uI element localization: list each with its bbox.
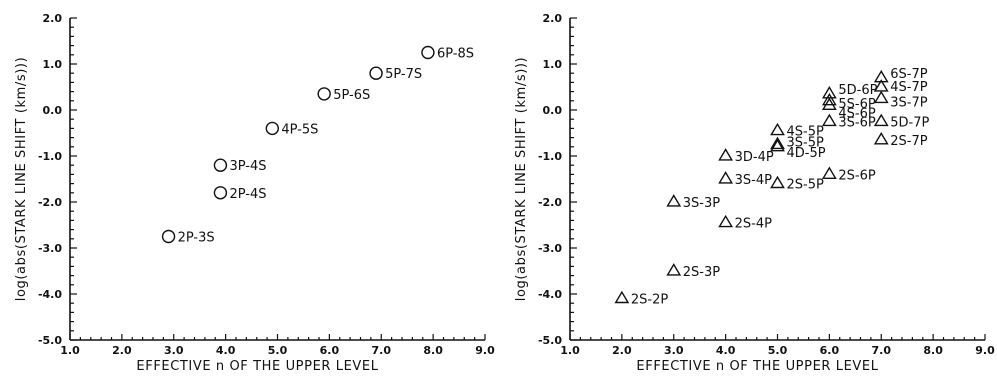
y-axis-title: log(abs(STARK LINE SHIFT (km/s))) xyxy=(14,57,29,301)
point-label: 5P-6S xyxy=(333,88,370,103)
data-point-triangle xyxy=(614,290,630,304)
point-label: 6S-7P xyxy=(890,67,927,82)
x-tick-label: 8.0 xyxy=(923,344,943,357)
x-tick-label: 6.0 xyxy=(320,344,340,357)
data-point-circle xyxy=(265,121,280,136)
point-label: 5P-7S xyxy=(385,67,422,82)
y-tick-label: -4.0 xyxy=(538,288,562,301)
x-axis-title: EFFECTIVE n OF THE UPPER LEVEL xyxy=(136,359,378,374)
y-tick-label: -2.0 xyxy=(38,196,62,209)
data-point-triangle xyxy=(821,86,837,99)
data-point-circle xyxy=(213,186,228,200)
y-tick-label: -5.0 xyxy=(38,334,62,347)
x-tick-label: 1.0 xyxy=(60,344,80,357)
y-tick-label: -2.0 xyxy=(538,196,562,209)
x-tick-label: 8.0 xyxy=(423,344,443,357)
point-label: 2S-2P xyxy=(631,293,668,308)
data-point-triangle xyxy=(666,263,682,276)
point-label: 2S-6P xyxy=(838,168,875,183)
y-tick-label: 0.0 xyxy=(543,104,563,117)
point-label: 6P-8S xyxy=(437,47,474,62)
point-label: 4S-6P xyxy=(838,106,875,121)
data-point-triangle xyxy=(821,92,837,106)
y-tick-label: -3.0 xyxy=(538,242,562,255)
point-label: 4P-5S xyxy=(281,122,318,137)
point-label: 2S-5P xyxy=(787,178,824,193)
data-point-triangle xyxy=(718,214,734,228)
point-label: 4S-7P xyxy=(890,80,927,95)
point-label: 3P-4S xyxy=(229,159,266,174)
y-tick-label: 2.0 xyxy=(543,12,563,25)
point-label: 2P-3S xyxy=(178,231,215,246)
point-label: 3S-3P xyxy=(683,196,720,211)
x-tick-label: 2.0 xyxy=(112,344,132,357)
data-point-triangle xyxy=(821,97,837,111)
y-tick-label: 0.0 xyxy=(43,104,63,117)
point-label: 2S-3P xyxy=(683,265,720,280)
point-label: 2S-7P xyxy=(890,134,927,149)
x-tick-label: 7.0 xyxy=(372,344,392,357)
chart-panel-1: 1.0 2.0 3.0 4.0 5.0 6.0 7.0 8.0 9.0 -5.0 -4.0 -3.0 -… xyxy=(14,12,495,374)
x-tick-label: 5.0 xyxy=(768,344,788,357)
data-point-circle xyxy=(161,229,176,244)
data-point-circle xyxy=(317,87,331,101)
data-point-triangle xyxy=(770,136,785,150)
point-label: 3S-6P xyxy=(838,116,875,131)
x-tick-label: 4.0 xyxy=(216,344,236,357)
data-point-triangle xyxy=(873,90,889,104)
x-tick-label: 9.0 xyxy=(975,344,995,357)
x-tick-label: 3.0 xyxy=(164,344,184,357)
y-tick-label: -1.0 xyxy=(38,150,62,163)
x-axis-title: EFFECTIVE n OF THE UPPER LEVEL xyxy=(636,359,878,374)
point-label: 4D-5P xyxy=(787,146,826,161)
point-label: 5D-6P xyxy=(838,83,877,98)
data-point-triangle xyxy=(873,69,889,83)
x-tick-label: 1.0 xyxy=(560,344,580,357)
point-label: 3S-4P xyxy=(735,173,772,188)
x-tick-label: 2.0 xyxy=(612,344,632,357)
x-tick-label: 4.0 xyxy=(716,344,736,357)
y-tick-label: 1.0 xyxy=(43,58,63,71)
data-point-triangle xyxy=(873,79,889,92)
x-tick-label: 5.0 xyxy=(268,344,288,357)
data-point-triangle xyxy=(821,166,837,180)
point-label: 2S-4P xyxy=(735,217,772,232)
x-tick-label: 7.0 xyxy=(872,344,892,357)
point-label: 4S-5P xyxy=(787,125,824,140)
data-point-triangle xyxy=(666,194,682,207)
x-tick-label: 3.0 xyxy=(664,344,684,357)
point-label: 2P-4S xyxy=(229,187,266,202)
y-axis-title: log(abs(STARK LINE SHIFT (km/s))) xyxy=(514,57,529,301)
data-point-triangle xyxy=(718,171,734,184)
y-tick-label: 2.0 xyxy=(43,12,63,25)
data-point-circle xyxy=(421,45,435,60)
point-label: 3S-7P xyxy=(890,96,927,111)
data-point-triangle xyxy=(718,148,734,161)
data-point-triangle xyxy=(821,113,837,127)
y-tick-label: -5.0 xyxy=(538,334,562,347)
data-point-triangle xyxy=(873,113,889,127)
data-point-triangle xyxy=(873,132,889,145)
data-point-triangle xyxy=(770,122,785,136)
y-tick-label: -3.0 xyxy=(38,242,62,255)
chart-panel-2: 1.0 2.0 3.0 4.0 5.0 6.0 7.0 8.0 9.0 -5.0 -4.0 -3.0 -… xyxy=(514,12,995,374)
data-point-triangle xyxy=(770,138,785,152)
y-tick-label: 1.0 xyxy=(543,58,563,71)
point-label: 3D-4P xyxy=(735,150,774,165)
data-point-circle xyxy=(369,66,383,80)
point-label: 5S-6P xyxy=(838,97,875,112)
point-label: 5D-7P xyxy=(890,116,929,131)
point-label: 3S-5P xyxy=(787,136,824,151)
data-point-triangle xyxy=(770,175,785,189)
y-tick-label: -4.0 xyxy=(38,288,62,301)
data-point-circle xyxy=(213,158,228,172)
x-tick-label: 6.0 xyxy=(820,344,840,357)
y-tick-label: -1.0 xyxy=(538,150,562,163)
x-tick-label: 9.0 xyxy=(475,344,495,357)
